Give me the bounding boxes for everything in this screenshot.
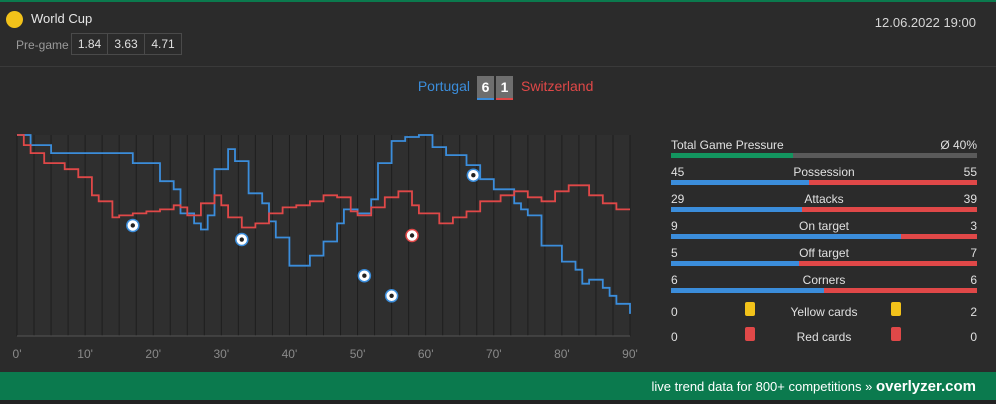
stat-label: On target (798, 219, 850, 233)
card-label: Yellow cards (790, 305, 858, 319)
soccer-ball-icon (384, 289, 399, 303)
odd-away: 4.71 (145, 33, 182, 55)
stat-bar (671, 207, 977, 212)
match-header: World Cup 12.06.2022 19:00 Pre-game 1.84… (0, 2, 996, 67)
yellow-card-icon (745, 302, 755, 316)
card-row-yellow-cards: 0 Yellow cards 2 (671, 301, 977, 326)
match-date: 12.06.2022 19:00 (874, 15, 976, 30)
pressure-trend-chart: 0' 10' 20' 30' 40' 50' 60' 70' 80' 90' (13, 134, 638, 361)
stat-row-possession: 45 Possession 55 (671, 164, 977, 191)
x-tick-label: 70' (486, 347, 502, 361)
footer-text[interactable]: live trend data for 800+ competitions » … (652, 378, 976, 395)
x-tick-label: 10' (77, 347, 93, 361)
stats-panel: Total Game Pressure Ø 40% 45 Possession 55… (671, 137, 977, 351)
away-team-name[interactable]: Switzerland (521, 78, 594, 94)
stat-bar-home-fill (671, 261, 799, 266)
stat-bar-home-fill (671, 288, 824, 293)
home-team-name[interactable]: Portugal (417, 78, 470, 94)
total-game-pressure: Total Game Pressure Ø 40% (671, 137, 977, 164)
card-home-value: 0 (671, 305, 678, 319)
pressure-bar-fill (671, 153, 794, 158)
stat-away-value: 55 (963, 165, 977, 179)
stat-label: Attacks (804, 192, 844, 206)
card-away-value: 2 (970, 305, 977, 319)
x-tick-label: 80' (554, 347, 570, 361)
yellow-card-icon (891, 302, 901, 316)
bottom-line (0, 400, 996, 404)
stat-bar-home-fill (671, 234, 901, 239)
yellow-circle-icon (6, 11, 23, 28)
footer-banner[interactable]: live trend data for 800+ competitions » … (0, 372, 996, 400)
stat-home-value: 45 (671, 165, 685, 179)
stat-bar (671, 288, 977, 293)
series-line-switzerland (17, 134, 630, 229)
x-tick-label: 20' (145, 347, 161, 361)
stat-home-value: 6 (671, 273, 678, 287)
card-row-red-cards: 0 Red cards 0 (671, 326, 977, 351)
x-tick-label: 90' (622, 347, 638, 361)
away-score: 1 (496, 76, 513, 100)
stat-row-off-target: 5 Off target 7 (671, 245, 977, 272)
top-accent-line (0, 0, 996, 2)
x-tick-label: 30' (214, 347, 230, 361)
stat-label: Corners (802, 273, 846, 287)
stat-away-value: 6 (970, 273, 977, 287)
x-tick-label: 40' (282, 347, 298, 361)
pressure-label: Total Game Pressure (671, 138, 784, 152)
stat-away-value: 3 (970, 219, 977, 233)
soccer-ball-icon (126, 218, 140, 233)
stat-row-on-target: 9 On target 3 (671, 218, 977, 245)
home-score: 6 (477, 76, 494, 100)
red-card-icon (745, 327, 755, 341)
soccer-ball-icon (357, 268, 372, 283)
soccer-ball-icon (405, 228, 419, 243)
card-away-value: 0 (970, 330, 977, 344)
pregame-odds: 1.84 3.63 4.71 (71, 33, 182, 55)
red-card-icon (891, 327, 901, 341)
x-tick-label: 0' (13, 347, 22, 361)
soccer-ball-icon (466, 168, 481, 182)
stat-bar (671, 180, 977, 185)
stat-row-attacks: 29 Attacks 39 (671, 191, 977, 218)
x-tick-label: 60' (418, 347, 434, 361)
card-label: Red cards (796, 330, 852, 344)
stat-bar (671, 261, 977, 266)
odd-draw: 3.63 (108, 33, 145, 55)
stat-home-value: 5 (671, 246, 678, 260)
footer-tagline: live trend data for 800+ competitions » (651, 379, 873, 394)
odd-home: 1.84 (71, 33, 108, 55)
x-tick-label: 50' (350, 347, 366, 361)
competition-name[interactable]: World Cup (31, 11, 93, 26)
card-home-value: 0 (671, 330, 678, 344)
stat-label: Possession (793, 165, 855, 179)
stat-bar-home-fill (671, 180, 809, 185)
stat-away-value: 39 (963, 192, 977, 206)
stat-bar (671, 234, 977, 239)
pressure-bar (671, 153, 977, 158)
stat-row-corners: 6 Corners 6 (671, 272, 977, 299)
scoreline: Portugal 6 1 Switzerland (0, 76, 996, 100)
pressure-value: Ø 40% (940, 138, 977, 152)
footer-brand[interactable]: overlyzer.com (875, 378, 976, 395)
stat-bar-home-fill (671, 207, 802, 212)
soccer-ball-icon (235, 232, 249, 247)
stat-home-value: 9 (671, 219, 678, 233)
pregame-label: Pre-game (16, 38, 69, 52)
stat-away-value: 7 (970, 246, 977, 260)
stat-label: Off target (799, 246, 849, 260)
stat-home-value: 29 (671, 192, 685, 206)
